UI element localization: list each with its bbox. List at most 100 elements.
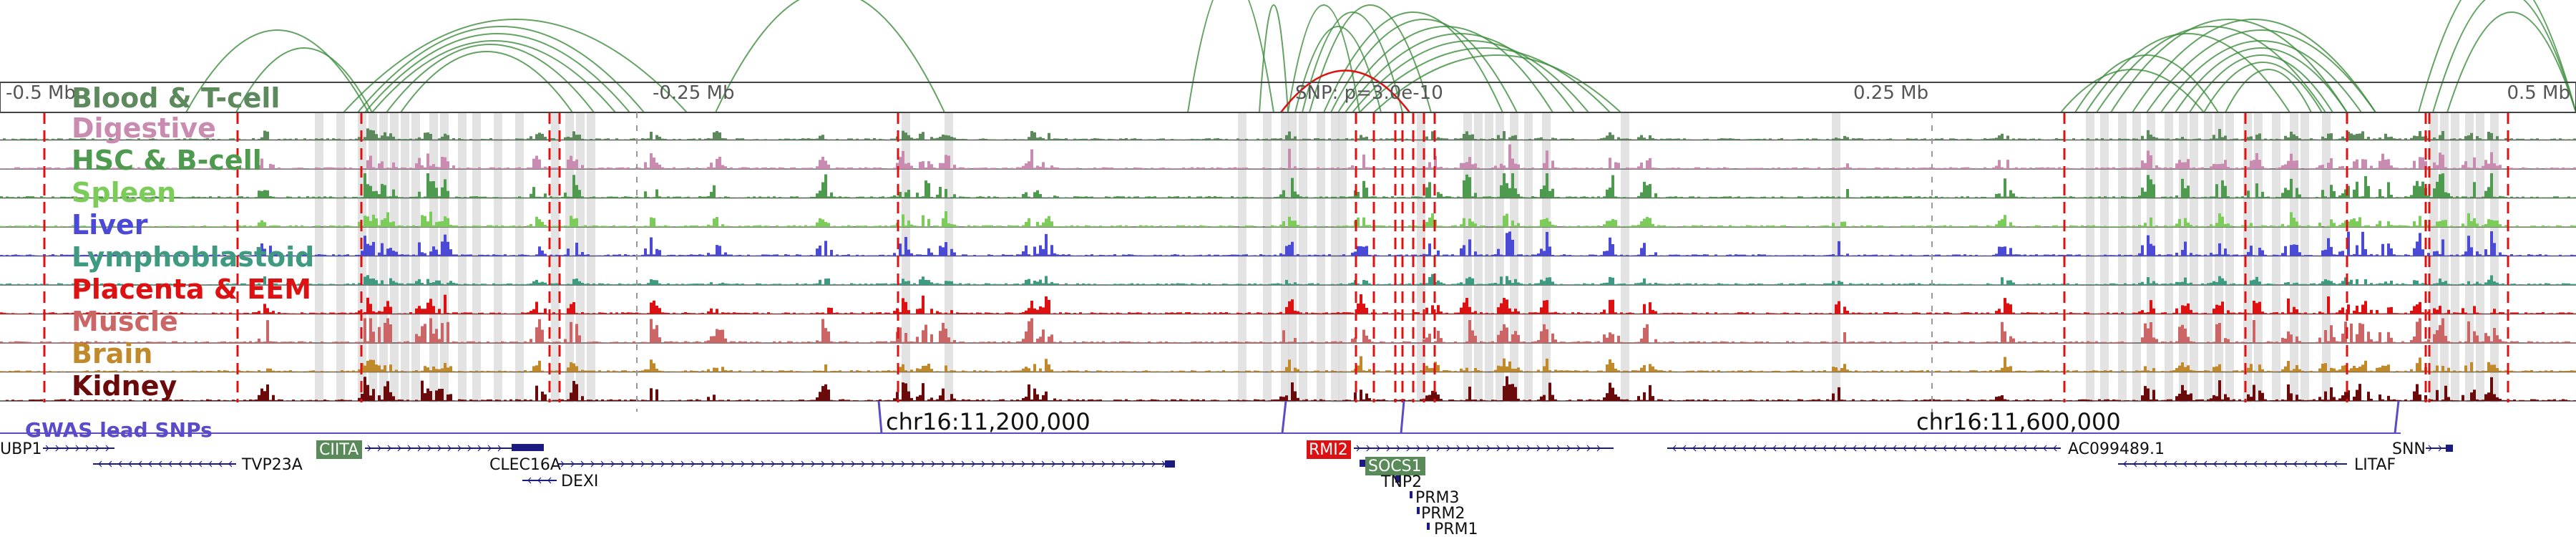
- gene-arrow: [1712, 445, 1717, 452]
- gene-arrow: [1913, 445, 1917, 452]
- loop-arc: [2060, 69, 2205, 113]
- track-signal: [0, 231, 2576, 256]
- gene-arrow: [168, 460, 172, 468]
- loop-arc: [235, 47, 373, 113]
- gene-arrow: [1081, 460, 1085, 468]
- gene-arrow: [971, 460, 975, 468]
- gene-arrow: [841, 460, 845, 468]
- gene-arrow: [537, 477, 542, 484]
- loop-arc: [2085, 33, 2290, 113]
- gene-arrow: [891, 460, 895, 468]
- gene-arrow: [2183, 460, 2187, 468]
- grey-band: [1281, 112, 1289, 402]
- gene-arrow: [721, 460, 725, 468]
- gene-highlight-ciita: [316, 440, 362, 459]
- loop-arc: [400, 51, 573, 113]
- loop-arc: [715, 0, 945, 113]
- gene-arrow: [961, 460, 965, 468]
- gene-arrow: [1963, 445, 1967, 452]
- gene-arrow: [198, 460, 203, 468]
- gene-arrow: [477, 445, 482, 452]
- gene-arrow: [1782, 445, 1787, 452]
- gene-arrow: [1933, 445, 1937, 452]
- loop-arc: [1309, 4, 1432, 113]
- grey-band: [2118, 112, 2127, 402]
- gene-arrow: [2133, 460, 2137, 468]
- grey-band: [2465, 112, 2474, 402]
- gene-arrow: [2053, 445, 2057, 452]
- gene-arrow: [218, 460, 223, 468]
- gene-arrow: [1031, 460, 1035, 468]
- gene-arrow: [1356, 445, 1360, 452]
- gene-arrow: [2213, 460, 2218, 468]
- gene-arrow: [951, 460, 955, 468]
- gene-arrow: [2323, 460, 2328, 468]
- gene-label-prm2: PRM2: [1421, 505, 1465, 523]
- gene-label-ubp1: UBP1: [0, 440, 42, 458]
- gene-arrow: [1426, 445, 1430, 452]
- gene-arrow: [1396, 445, 1400, 452]
- gene-arrow: [1903, 445, 1907, 452]
- track-labels: Blood & T-cell Digestive HSC & B-cell Sp…: [72, 82, 314, 402]
- track-label-liver: Liver: [72, 209, 148, 241]
- gene-arrow: [1702, 445, 1707, 452]
- gene-arrow: [1386, 445, 1390, 452]
- gene-labels: UBP1 CIITA TVP23A CLEC16A DEXI RMI2 SOCS…: [0, 440, 2426, 537]
- loop-arc: [1259, 4, 1289, 113]
- gene-arrow: [1516, 445, 1521, 452]
- grey-band: [1832, 112, 1840, 402]
- grey-band: [2204, 112, 2212, 402]
- gene-arrow: [691, 460, 695, 468]
- gene-arrow: [1536, 445, 1541, 452]
- grey-band: [429, 112, 438, 402]
- ruler-frame: [0, 82, 2576, 113]
- loop-arc: [1352, 40, 1589, 113]
- snp-stem-2: [1281, 400, 1287, 434]
- gene-arrow: [921, 460, 925, 468]
- gene-label-snn: SNN: [2392, 440, 2426, 458]
- gene-arrow: [1406, 445, 1410, 452]
- gene-arrow: [447, 445, 452, 452]
- gene-arrow: [417, 445, 421, 452]
- gene-arrow: [821, 460, 825, 468]
- gene-arrow: [630, 460, 635, 468]
- gene-label-tnp2: TNP2: [1380, 473, 1422, 491]
- gene-arrow: [2293, 460, 2298, 468]
- loop-arc: [2160, 40, 2362, 113]
- gene-arrow: [1526, 445, 1531, 452]
- gene-arrow: [128, 460, 132, 468]
- gene-arrow: [680, 460, 685, 468]
- gene-exon: [512, 444, 544, 451]
- gene-arrow: [427, 445, 431, 452]
- gwas-lead-snps-label: GWAS lead SNPs: [25, 418, 213, 442]
- gene-arrow: [560, 460, 565, 468]
- gene-arrow: [1732, 445, 1737, 452]
- chromatin-loops: [185, 0, 2576, 113]
- gene-arrow: [2223, 460, 2228, 468]
- grey-band: [2476, 112, 2484, 402]
- track-signal: [0, 318, 2576, 343]
- grey-band: [390, 112, 399, 402]
- gene-arrow: [547, 477, 552, 484]
- gene-arrow: [1121, 460, 1126, 468]
- track-signals: [0, 128, 2576, 401]
- gene-arrow: [437, 445, 441, 452]
- gene-label-rmi2: RMI2: [1309, 441, 1348, 459]
- grey-band: [576, 112, 585, 402]
- ruler: -0.5 Mb -0.25 Mb SNP: p=3.0e-10 0.25 Mb …: [6, 82, 2570, 412]
- gene-arrow: [1823, 445, 1827, 452]
- loop-arc: [1294, 26, 1382, 113]
- ruler-label-minus-0.5: -0.5 Mb: [6, 82, 76, 104]
- gene-arrow: [1672, 445, 1677, 452]
- gene-arrow: [178, 460, 182, 468]
- loop-arc: [1323, 11, 1503, 113]
- gene-arrow: [2173, 460, 2177, 468]
- gene-arrow: [590, 460, 595, 468]
- gene-arrow: [2333, 460, 2338, 468]
- gene-arrow: [2193, 460, 2197, 468]
- gene-arrow: [397, 445, 401, 452]
- grey-band: [2132, 112, 2141, 402]
- gene-arrow: [831, 460, 835, 468]
- gene-arrow: [45, 445, 49, 452]
- track-label-spleen: Spleen: [72, 177, 176, 208]
